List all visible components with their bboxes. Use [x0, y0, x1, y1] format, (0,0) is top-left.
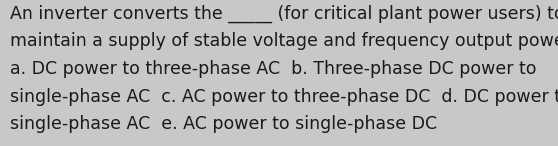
- Text: single-phase AC  c. AC power to three-phase DC  d. DC power to: single-phase AC c. AC power to three-pha…: [10, 88, 558, 106]
- Text: maintain a supply of stable voltage and frequency output power.: maintain a supply of stable voltage and …: [10, 32, 558, 50]
- Text: single-phase AC  e. AC power to single-phase DC: single-phase AC e. AC power to single-ph…: [10, 115, 437, 133]
- Text: An inverter converts the _____ (for critical plant power users) to: An inverter converts the _____ (for crit…: [10, 4, 558, 23]
- Text: a. DC power to three-phase AC  b. Three-phase DC power to: a. DC power to three-phase AC b. Three-p…: [10, 60, 537, 78]
